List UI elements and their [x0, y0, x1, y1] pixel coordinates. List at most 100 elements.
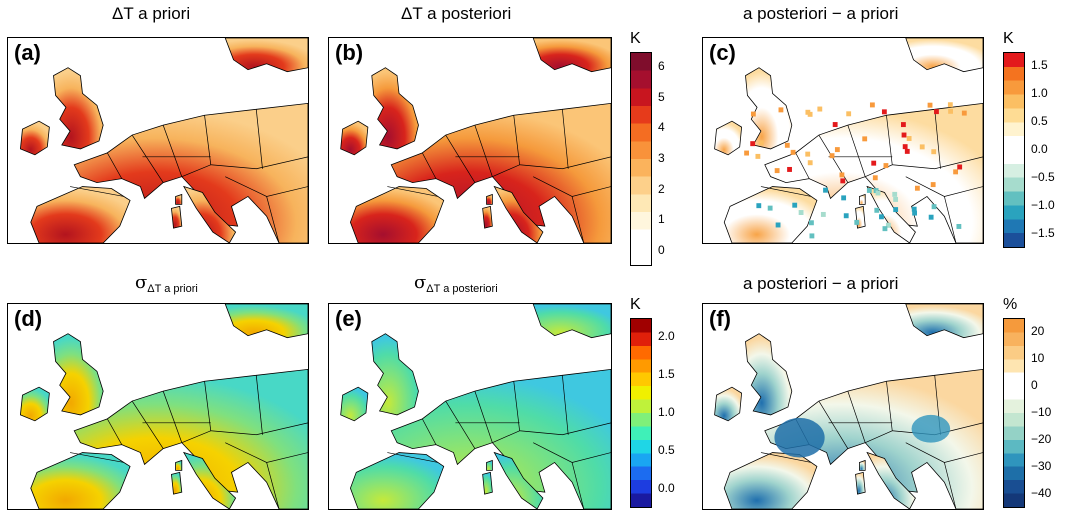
diff-cell: [805, 151, 811, 157]
diff-cell: [840, 178, 846, 184]
diff-cell: [906, 136, 912, 141]
map-region-ireland: [340, 120, 369, 156]
map-region-corsica: [175, 459, 183, 471]
map-region-iberia: [30, 186, 131, 243]
diff-cell: [931, 149, 937, 155]
diff-cell: [947, 102, 953, 108]
map-region-corsica: [859, 459, 866, 471]
country-border-4: [892, 156, 983, 170]
country-border-2: [162, 391, 183, 443]
diff-cell: [839, 172, 845, 178]
country-border-8: [266, 462, 280, 509]
map-region-italyLand: [866, 451, 916, 509]
country-border-9: [387, 186, 438, 197]
diff-cell: [775, 222, 781, 228]
diff-cell: [930, 182, 936, 188]
country-border-4: [519, 156, 611, 170]
colorbar-tick-pct-3: −10: [1031, 405, 1052, 419]
colorbar-diff: K 1.5 1.0 0.5 0.0 −0.5 −1.0 −1.5: [1003, 30, 1063, 255]
colorbar-tick-temp-0: 6: [658, 59, 665, 74]
map-region-sardinia: [171, 471, 183, 495]
country-border-2: [847, 125, 866, 177]
diff-cell: [874, 207, 880, 213]
map-panel-e: (e): [328, 303, 612, 510]
colorbar-gradient-temp: [630, 52, 652, 266]
diff-cell: [957, 164, 963, 170]
diff-cell: [846, 111, 852, 117]
map-region-italyLand: [493, 451, 544, 509]
map-region-scand: [532, 38, 611, 73]
title-f: a posteriori − a priori: [743, 274, 899, 293]
title-e-sub: ΔT a posteriori: [426, 283, 498, 295]
country-border-3: [492, 381, 520, 443]
map-region-britain: [371, 333, 419, 416]
country-border-1: [818, 400, 849, 449]
map-svg-a: [19, 38, 308, 243]
diff-cell: [900, 122, 906, 128]
map-region-iberia: [349, 452, 445, 509]
map-region-scand: [532, 304, 611, 339]
diff-cell: [817, 106, 823, 112]
diff-cell: [927, 102, 933, 108]
country-border-2: [474, 125, 493, 177]
title-e-sigma: σ: [414, 272, 427, 293]
colorbar-tick-pct-4: −20: [1031, 432, 1052, 447]
map-region-scand: [224, 38, 308, 73]
panel-label-d: (d): [14, 306, 43, 331]
country-border-8: [266, 196, 280, 243]
title-a: ΔT a priori: [112, 4, 191, 23]
map-region-britain: [745, 333, 793, 416]
country-border-0: [422, 152, 437, 179]
map-region-italyLand: [866, 185, 916, 243]
map-svg-f: [714, 304, 983, 509]
colorbar-unit-sigma: K: [630, 296, 641, 313]
country-border-5: [255, 375, 263, 435]
map-region-sardinia: [482, 205, 493, 229]
title-e: σΔT a posteriori: [414, 272, 498, 295]
diff-cell: [792, 202, 798, 208]
diff-cell: [881, 109, 887, 115]
country-border-0: [106, 418, 123, 445]
map-region-italyLand: [182, 185, 237, 243]
map-region-iberia: [723, 186, 818, 243]
colorbar-sigma: K 2.0 1.5 1.0 0.5 0.0: [630, 296, 690, 513]
diff-cell: [875, 190, 881, 196]
diff-cell: [953, 169, 959, 175]
map-region-sardinia: [482, 471, 493, 495]
colorbar-tick-diff-1: 1.0: [1031, 86, 1048, 100]
diff-cell: [872, 175, 878, 181]
map-region-corsica: [859, 193, 866, 205]
diff-cell: [787, 166, 792, 172]
diff-cell: [961, 110, 967, 116]
panel-label-a: (a): [14, 40, 41, 65]
colorbar-tick-pct-2: 0: [1031, 377, 1038, 392]
country-border-1: [445, 400, 476, 449]
map-svg-e: [340, 304, 611, 509]
diff-cell: [832, 122, 838, 128]
diff-cell: [841, 195, 847, 201]
map-svg-d: [19, 304, 308, 509]
colorbar-gradient-sigma: [630, 318, 652, 508]
country-border-9: [387, 452, 438, 463]
map-region-scand: [905, 304, 983, 339]
diff-cell: [912, 210, 918, 216]
colorbar-tick-pct-1: 10: [1031, 350, 1045, 365]
diff-cell: [805, 109, 811, 115]
country-border-8: [571, 462, 585, 509]
title-b: ΔT a posteriori: [401, 4, 512, 23]
map-region-ireland: [19, 120, 50, 156]
colorbar-tick-pct-5: −30: [1031, 459, 1052, 474]
panel-label-c: (c): [709, 40, 736, 65]
country-border-0: [422, 418, 437, 445]
diff-cell: [843, 213, 849, 219]
diff-cell: [866, 187, 872, 193]
country-border-2: [847, 391, 866, 443]
colorbar-unit-diff: K: [1003, 30, 1014, 47]
country-border-1: [131, 134, 164, 183]
map-region-corsica: [486, 459, 493, 471]
map-panel-d: (d): [7, 303, 309, 510]
country-border-9: [760, 186, 812, 197]
country-border-1: [131, 400, 164, 449]
map-region-sardinia: [855, 205, 866, 229]
map-region-britain: [371, 67, 419, 150]
